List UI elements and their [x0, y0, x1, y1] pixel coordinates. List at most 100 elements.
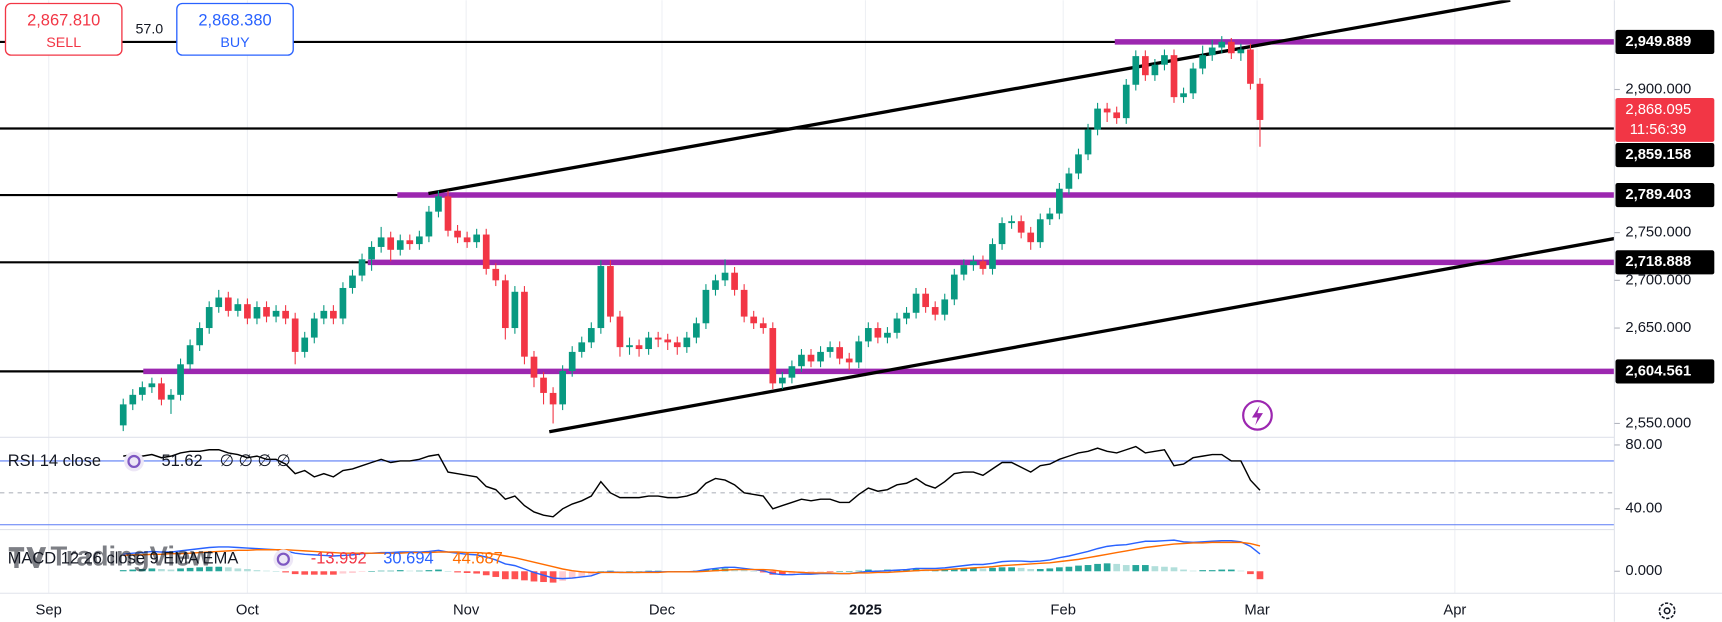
candle-body [578, 342, 586, 352]
macd-line [123, 541, 1261, 575]
x-tick-label: 2025 [849, 603, 882, 619]
macd-histogram-bar [578, 571, 586, 577]
macd-histogram-bar [1189, 570, 1197, 572]
macd-histogram-bar [836, 571, 844, 572]
macd-histogram-bar [205, 566, 213, 572]
macd-histogram-bar [788, 571, 796, 575]
candle-body [330, 310, 337, 319]
level-box [1615, 182, 1715, 208]
candle-body [864, 328, 872, 342]
rsi-legend: RSI 14 close 51.62 ∅ ∅ ∅ ∅ [8, 451, 291, 472]
macd-histogram-bar [396, 570, 404, 572]
y-tick-label: 2,550.000 [1625, 415, 1691, 431]
macd-histogram-bar [1208, 570, 1216, 572]
macd-signal-value: 44.687 [452, 550, 502, 568]
macd-histogram-bar [970, 567, 977, 572]
gear-outer[interactable] [1658, 602, 1676, 620]
settings-button[interactable] [1658, 602, 1676, 620]
candle-body [1199, 55, 1207, 69]
y-tick-label: 2,700.000 [1625, 272, 1691, 288]
macd-histogram-bar [1027, 569, 1035, 572]
candle-body [1094, 108, 1101, 130]
candle-body [1247, 49, 1254, 84]
candle-body [559, 370, 566, 405]
candle-body [712, 280, 719, 290]
macd-histogram-bar [1237, 570, 1245, 572]
candle-body [463, 237, 471, 243]
macd-histogram-bar [473, 571, 481, 574]
macd-histogram-bar [310, 571, 318, 575]
macd-histogram-bar [186, 567, 194, 572]
candle-body [1036, 219, 1044, 243]
candle-body [693, 323, 700, 338]
macd-histogram-bar [941, 569, 949, 572]
legend-icon[interactable] [124, 451, 144, 472]
macd-histogram-bar [607, 570, 614, 572]
candle-body [444, 196, 452, 231]
macd-histogram-bar [482, 571, 490, 576]
macd-histogram-bar [339, 571, 347, 574]
candle-body [272, 310, 280, 317]
candle-body [759, 323, 767, 329]
gear-inner[interactable] [1663, 607, 1671, 615]
candle-body [1218, 41, 1226, 48]
candle-body [387, 237, 395, 250]
candle-body [845, 358, 853, 363]
macd-histogram-bar [903, 569, 910, 572]
candle-body [912, 293, 920, 313]
buy-button[interactable] [176, 2, 294, 56]
candle-body [979, 261, 987, 269]
macd-histogram-bar [196, 567, 203, 572]
candle-body [1017, 221, 1025, 233]
buy-price[interactable]: 2,868.380 [198, 11, 271, 29]
level-label: 2,859.158 [1625, 147, 1691, 163]
macd-histogram-bar [1132, 565, 1140, 572]
alert-icon[interactable] [1242, 399, 1273, 431]
macd-histogram-bar [416, 570, 423, 572]
candle-body [645, 337, 652, 350]
sell-label[interactable]: SELL [46, 35, 81, 51]
candle-body [396, 240, 404, 250]
candle-body [654, 337, 662, 340]
macd-histogram-bar [282, 571, 289, 573]
macd-histogram-bar [320, 571, 328, 575]
macd-histogram-bar [568, 571, 576, 579]
sell-price[interactable]: 2,867.810 [27, 11, 100, 29]
macd-histogram-bar [1218, 569, 1226, 572]
buy-label[interactable]: BUY [220, 35, 250, 51]
alert-bolt[interactable] [1251, 405, 1263, 426]
candle-body [903, 312, 910, 319]
candle-body [960, 265, 968, 275]
macd-histogram-bar [597, 571, 605, 572]
candle-body [1113, 112, 1121, 119]
macd-histogram-bar [425, 570, 433, 572]
candle-body [607, 266, 614, 317]
macd-histogram-bar [387, 570, 395, 572]
macd-histogram-bar [1065, 566, 1073, 572]
candle-body [826, 347, 834, 352]
legend-icon[interactable] [276, 552, 290, 566]
candle-body [788, 366, 796, 378]
candle-body [683, 337, 691, 348]
candle-body [1065, 173, 1073, 189]
macd-histogram-bar [272, 571, 280, 572]
macd-histogram-bar [406, 570, 414, 572]
watermark: TradingView [8, 540, 212, 571]
legend-icon[interactable] [127, 454, 141, 469]
sell-button[interactable] [4, 2, 123, 56]
level-label: 2,949.889 [1625, 34, 1691, 50]
candle-body [1189, 68, 1197, 94]
candle-body [1142, 56, 1149, 76]
x-tick-label: Sep [36, 603, 62, 619]
macd-histogram-bar [559, 571, 566, 581]
macd-histogram-bar [119, 570, 127, 572]
candle-body [673, 342, 681, 348]
macd-histogram-bar [330, 571, 337, 575]
macd-histogram-bar [989, 567, 996, 572]
candle-body [530, 356, 538, 378]
legend-icon[interactable] [273, 549, 294, 570]
candle-body [482, 234, 490, 269]
candle-body [1208, 47, 1216, 56]
candle-body [731, 272, 738, 290]
